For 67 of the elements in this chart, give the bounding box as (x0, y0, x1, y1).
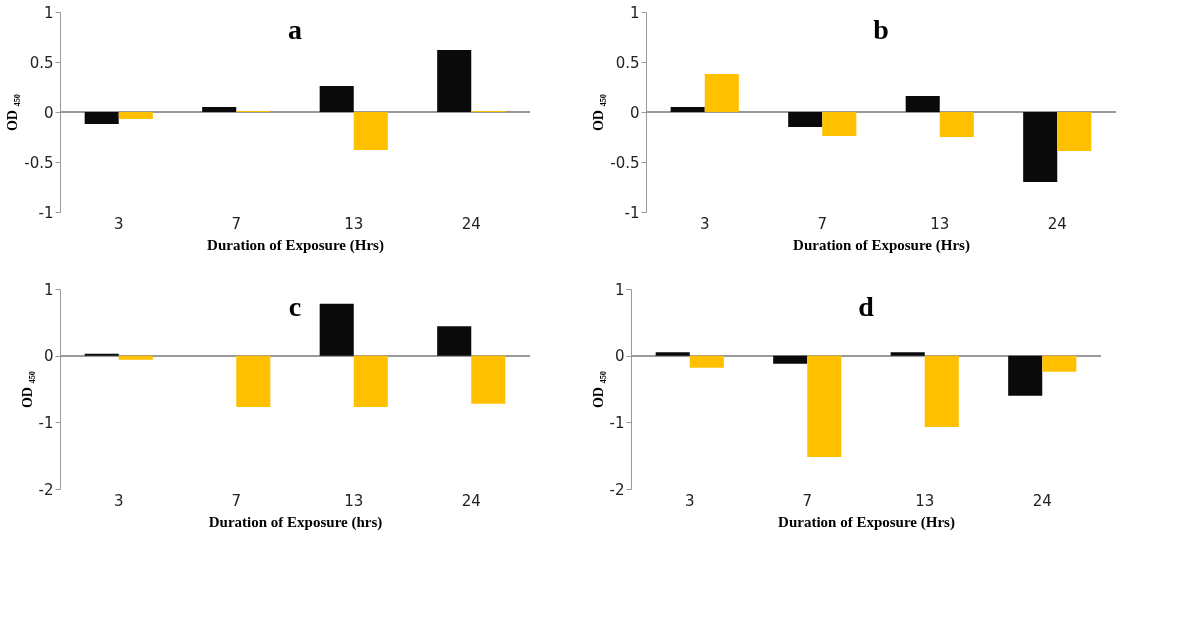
x-tick-label: 7 (817, 214, 828, 233)
bar (84, 353, 119, 356)
bar (704, 74, 739, 112)
bar (236, 355, 271, 407)
bar (905, 96, 940, 112)
bar (788, 112, 823, 127)
chart-title: b (873, 14, 889, 45)
y-axis-title: OD ₄₅₀ (591, 93, 607, 132)
x-tick-label: 24 (1047, 214, 1067, 233)
x-tick-label: 7 (231, 214, 242, 233)
bar (319, 303, 354, 356)
bar (118, 112, 153, 119)
y-tick-label: 0.5 (29, 53, 54, 72)
bar (1057, 112, 1092, 151)
x-tick-label: 13 (344, 491, 364, 510)
bar (437, 326, 472, 356)
y-tick-label: -1 (38, 413, 54, 432)
x-axis-title: Duration of Exposure (Hrs) (207, 236, 384, 254)
bar (939, 112, 974, 137)
y-tick-label: -0.5 (610, 153, 640, 172)
bar (118, 355, 153, 360)
x-tick-label: 3 (113, 491, 124, 510)
x-tick-label: 3 (684, 491, 695, 510)
y-tick-label: 1 (43, 280, 54, 299)
x-tick-label: 13 (915, 491, 935, 510)
x-tick-label: 24 (1032, 491, 1052, 510)
bar (437, 50, 472, 112)
chart-title: d (858, 291, 875, 322)
y-tick-label: -1 (609, 413, 625, 432)
bar (202, 107, 237, 112)
x-axis-title: Duration of Exposure (hrs) (208, 513, 383, 531)
y-tick-label: 0 (629, 103, 640, 122)
y-tick-label: -1 (624, 203, 640, 222)
bar (84, 112, 119, 124)
y-tick-label: -2 (38, 480, 54, 499)
y-tick-label: -2 (609, 480, 625, 499)
x-tick-label: 13 (344, 214, 364, 233)
bar (670, 107, 705, 112)
y-tick-label: 1 (614, 280, 625, 299)
y-tick-label: 0 (43, 347, 54, 366)
chart-title: a (288, 14, 302, 45)
chart-title: c (288, 291, 302, 322)
x-tick-label: 13 (930, 214, 950, 233)
x-tick-label: 3 (113, 214, 124, 233)
x-tick-label: 24 (461, 491, 481, 510)
bar (319, 86, 354, 112)
bar (1023, 112, 1058, 182)
y-axis-title: OD ₄₅₀ (19, 370, 35, 409)
y-tick-label: 1 (629, 3, 640, 22)
bar (353, 112, 388, 150)
y-tick-label: 0 (614, 347, 625, 366)
x-axis-title: Duration of Exposure (Hrs) (793, 236, 970, 254)
x-tick-label: 7 (802, 491, 813, 510)
y-tick-label: 0.5 (615, 53, 640, 72)
x-tick-label: 24 (461, 214, 481, 233)
y-axis-title: OD ₄₅₀ (5, 93, 21, 132)
x-tick-label: 7 (231, 491, 242, 510)
x-tick-label: 3 (699, 214, 710, 233)
x-axis-title: Duration of Exposure (Hrs) (778, 513, 955, 531)
bar (471, 355, 506, 404)
y-tick-label: -1 (38, 203, 54, 222)
y-tick-label: 1 (43, 3, 54, 22)
y-tick-label: 0 (43, 103, 54, 122)
y-axis-title: OD ₄₅₀ (590, 370, 606, 409)
y-tick-label: -0.5 (24, 153, 54, 172)
bar (822, 112, 857, 136)
bar (353, 355, 388, 407)
